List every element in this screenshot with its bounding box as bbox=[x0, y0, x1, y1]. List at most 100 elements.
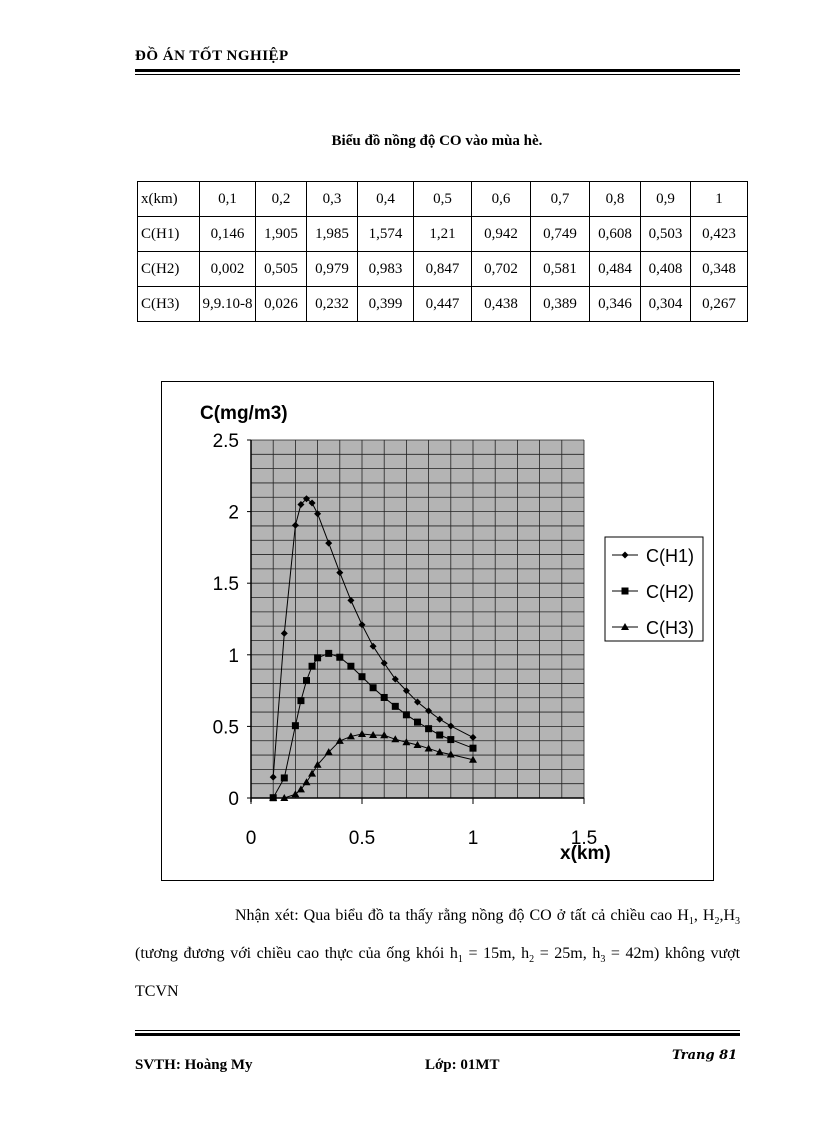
footer-rule-thin bbox=[135, 1030, 740, 1031]
table-cell: 0,304 bbox=[640, 286, 691, 322]
table-cell: 9,9.10-8 bbox=[199, 286, 256, 322]
table-cell: 0,581 bbox=[530, 251, 590, 287]
table-cell: 0,267 bbox=[690, 286, 748, 322]
x-tick-label: 0 bbox=[246, 828, 257, 849]
x-tick-label: 1.5 bbox=[571, 828, 597, 849]
data-point bbox=[402, 738, 411, 746]
table-cell: 0,979 bbox=[306, 251, 358, 287]
data-point bbox=[291, 722, 299, 730]
data-point bbox=[425, 725, 433, 733]
data-table: x(km) 0,1 0,2 0,3 0,4 0,5 0,6 0,7 0,8 0,9 1 C(H1) 0,… bbox=[137, 181, 748, 322]
data-point bbox=[414, 698, 421, 706]
table-header-row: x(km) 0,1 0,2 0,3 0,4 0,5 0,6 0,7 0,8 0,9 1 bbox=[137, 181, 748, 217]
table-cell: C(H3) bbox=[137, 286, 200, 322]
line-chart: 0 0.5 1 1.5 2 2.5 0 0.5 1 1.5 C(mg/m3) x(km) C(H1) C(… bbox=[200, 403, 704, 864]
table-cell: 1,21 bbox=[413, 216, 472, 252]
data-point bbox=[280, 794, 289, 801]
data-point bbox=[424, 744, 433, 752]
y-tick-label: 0.5 bbox=[213, 717, 239, 738]
data-point bbox=[291, 521, 299, 529]
data-point bbox=[313, 760, 322, 768]
header-rule bbox=[135, 69, 740, 72]
table-cell: 0,389 bbox=[530, 286, 590, 322]
table-cell: 0,2 bbox=[255, 181, 307, 217]
data-point bbox=[347, 662, 355, 670]
text-segment: = 25m, h bbox=[534, 945, 601, 963]
legend-box bbox=[604, 536, 704, 642]
data-point bbox=[369, 684, 377, 692]
y-tick-label: 1 bbox=[228, 646, 239, 667]
data-point bbox=[469, 733, 477, 741]
table-cell: 0,423 bbox=[690, 216, 748, 252]
footer-class: Lớp: 01MT bbox=[425, 1057, 500, 1073]
table-cell: 1,985 bbox=[306, 216, 358, 252]
x-axis-label: x(km) bbox=[560, 843, 611, 864]
data-point bbox=[380, 659, 388, 667]
data-point bbox=[391, 702, 399, 710]
table-cell: 0,942 bbox=[471, 216, 531, 252]
text-segment: = 15m, h bbox=[462, 945, 530, 963]
data-point bbox=[336, 653, 344, 661]
data-point bbox=[269, 773, 277, 781]
text-segment: (tương đương với chiều cao thực của ống … bbox=[135, 945, 458, 963]
data-point bbox=[314, 510, 322, 518]
data-point bbox=[358, 673, 366, 681]
table-cell: 0,6 bbox=[471, 181, 531, 217]
data-point bbox=[296, 785, 305, 793]
data-point bbox=[414, 718, 421, 726]
table-cell: 1 bbox=[690, 181, 748, 217]
table-cell: 0,3 bbox=[306, 181, 358, 217]
legend-marker-square-icon bbox=[621, 587, 629, 595]
data-point bbox=[380, 731, 389, 739]
data-point bbox=[391, 735, 400, 743]
table-cell: C(H2) bbox=[137, 251, 200, 287]
table-cell: 0,9 bbox=[640, 181, 691, 217]
table-cell: C(H1) bbox=[137, 216, 200, 252]
table-cell: 1,574 bbox=[357, 216, 414, 252]
header-title: ĐỒ ÁN TỐT NGHIỆP bbox=[135, 48, 289, 64]
text-segment: ,H bbox=[719, 907, 735, 924]
table-cell: 0,146 bbox=[199, 216, 256, 252]
table-cell: 0,503 bbox=[640, 216, 691, 252]
table-cell: 0,5 bbox=[413, 181, 472, 217]
data-point bbox=[447, 736, 455, 744]
table-cell: 0,505 bbox=[255, 251, 307, 287]
y-tick-label: 2 bbox=[228, 503, 239, 524]
legend-label: C(H3) bbox=[646, 618, 694, 638]
series-ch3 bbox=[269, 729, 477, 801]
comment-paragraph: Nhận xét: Qua biểu đồ ta thấy rằng nồng … bbox=[135, 900, 740, 1008]
y-tick-label: 0 bbox=[228, 789, 239, 810]
data-point bbox=[469, 744, 477, 752]
subscript: 2 bbox=[714, 916, 720, 928]
data-point bbox=[335, 736, 344, 744]
chart-caption: Biểu đồ nồng độ CO vào mùa hè. bbox=[331, 133, 543, 149]
data-point bbox=[324, 748, 333, 756]
page-number: Trang 81 bbox=[672, 1048, 738, 1063]
data-point bbox=[308, 769, 317, 777]
data-point bbox=[358, 621, 366, 629]
data-point bbox=[297, 500, 305, 508]
series-ch2 bbox=[269, 649, 477, 802]
data-point bbox=[358, 729, 366, 737]
table-cell: 0,447 bbox=[413, 286, 472, 322]
data-point bbox=[447, 722, 455, 730]
data-point bbox=[280, 629, 288, 637]
table-cell: 0,346 bbox=[589, 286, 641, 322]
table-cell: 0,232 bbox=[306, 286, 358, 322]
x-tick-label: 0.5 bbox=[349, 828, 375, 849]
data-point bbox=[347, 596, 355, 604]
table-cell: 0,002 bbox=[199, 251, 256, 287]
table-cell: 1,905 bbox=[255, 216, 307, 252]
data-point bbox=[302, 778, 311, 786]
subscript: 3 bbox=[600, 954, 606, 966]
table-row: C(H2) 0,002 0,505 0,979 0,983 0,847 0,702 0,581… bbox=[137, 251, 748, 287]
chart-frame: 0 0.5 1 1.5 2 2.5 0 0.5 1 1.5 C(mg/m3) x(km) C(H1) C(… bbox=[161, 381, 714, 881]
subscript: 1 bbox=[457, 954, 463, 966]
table-cell: 0,4 bbox=[357, 181, 414, 217]
table-cell: x(km) bbox=[137, 181, 200, 217]
data-point bbox=[402, 687, 410, 695]
table-cell: 0,608 bbox=[589, 216, 641, 252]
data-point bbox=[413, 741, 422, 749]
data-point bbox=[308, 662, 316, 670]
table-cell: 0,702 bbox=[471, 251, 531, 287]
